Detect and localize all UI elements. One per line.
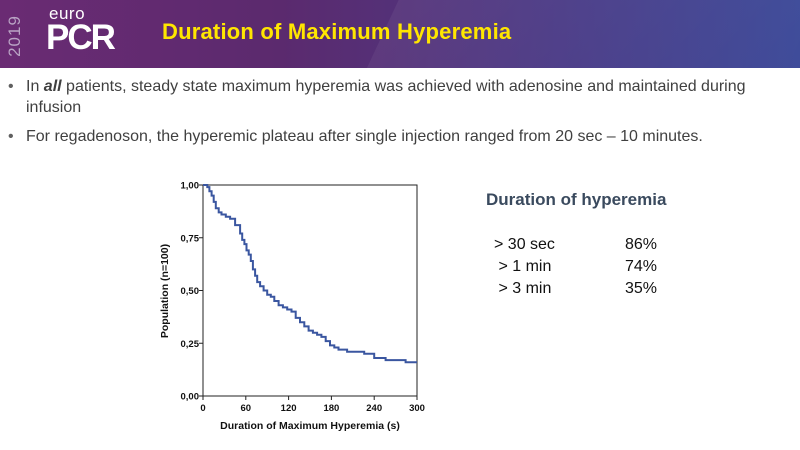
hyperemia-duration-chart: 0,00 0,25 0,50 0,75 1,00 0 60 120 180 240 300 Dur… [159, 181, 425, 433]
row-label: > 30 sec [494, 236, 555, 253]
bullet-dot-icon: • [8, 128, 14, 145]
slide-title: Duration of Maximum Hyperemia [162, 19, 512, 44]
row-label: > 1 min [494, 258, 552, 275]
x-tick-label: 0 [200, 403, 205, 414]
y-tick-label: 0,50 [181, 286, 200, 297]
x-axis-label: Duration of Maximum Hyperemia (s) [220, 420, 400, 432]
y-tick-label: 0,25 [181, 339, 200, 350]
slide-header: 2019 euro PCR Duration of Maximum Hypere… [0, 0, 800, 68]
bullet-dot-icon: • [8, 78, 14, 95]
bullet-list: • In all patients, steady state maximum … [8, 76, 798, 155]
bullet-text-pre: For regadenoson, the hyperemic plateau a… [26, 128, 703, 145]
y-tick-label: 1,00 [181, 181, 200, 192]
series-line [203, 184, 417, 364]
x-tick-label: 60 [241, 403, 252, 414]
x-tick-label: 120 [281, 403, 297, 414]
logo-year: 2019 [4, 6, 30, 62]
x-tick-label: 240 [366, 403, 382, 414]
x-tick-label: 180 [323, 403, 339, 414]
y-tick-label: 0,00 [181, 392, 200, 403]
bullet-text-post: patients, steady state maximum hyperemia… [26, 78, 746, 116]
x-axis-ticks: 0 60 120 180 240 300 [200, 396, 425, 414]
bullet-text-pre: In [26, 78, 44, 95]
bullet-text-emphasis: all [43, 78, 62, 95]
bullet-item: • In all patients, steady state maximum … [8, 76, 798, 118]
bullet-item: • For regadenoson, the hyperemic plateau… [8, 126, 798, 147]
row-value: 86% [625, 236, 658, 253]
logo-euro-text: euro [49, 4, 86, 23]
plot-frame [202, 184, 418, 397]
logo-pcr-text: PCR [46, 18, 116, 57]
row-value: 74% [625, 258, 658, 275]
row-value: 35% [625, 280, 658, 297]
x-tick-label: 300 [409, 403, 425, 414]
side-panel-title: Duration of hyperemia [486, 190, 667, 209]
y-tick-label: 0,75 [181, 233, 200, 244]
y-axis-ticks: 0,00 0,25 0,50 0,75 1,00 [181, 181, 203, 403]
logo-year-text: 2019 [4, 15, 24, 57]
y-axis-label: Population (n=100) [159, 244, 171, 338]
row-label: > 3 min [494, 280, 552, 297]
